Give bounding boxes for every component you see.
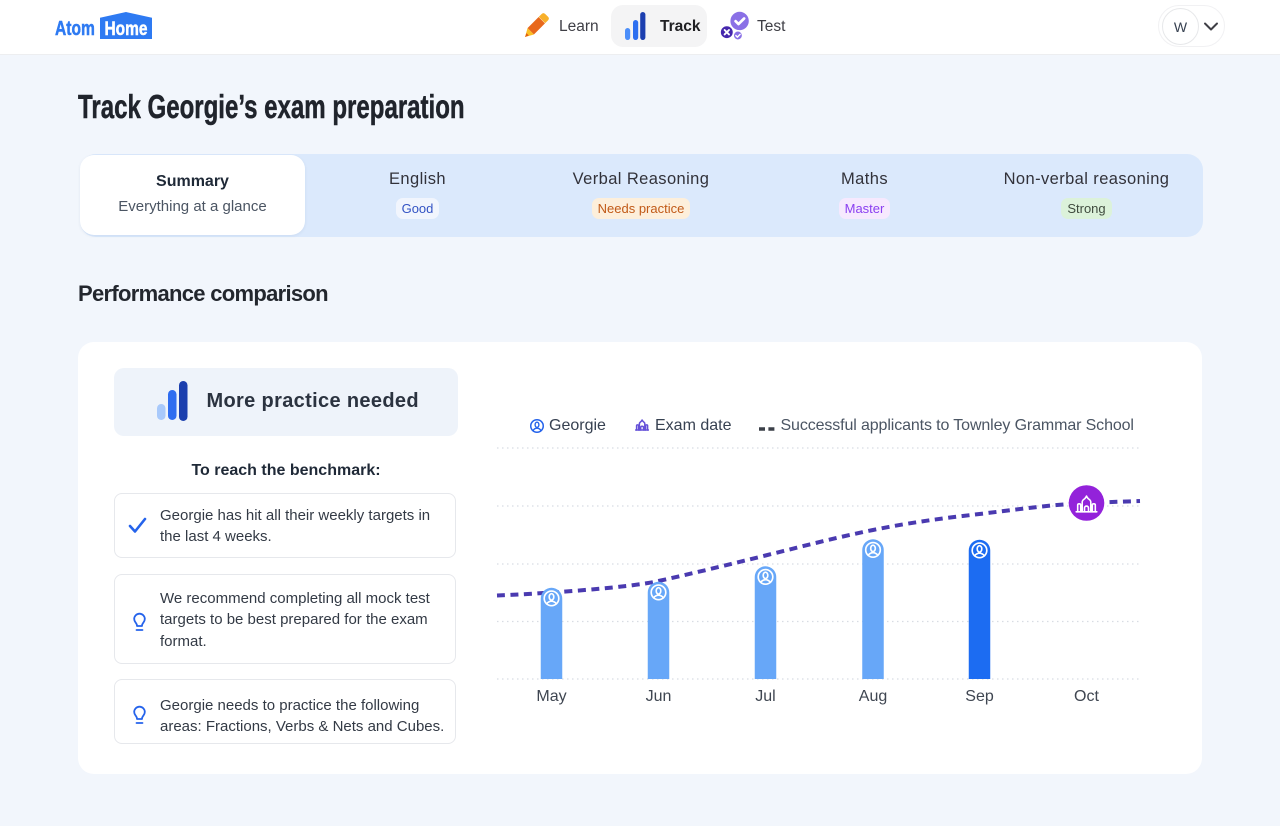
svg-text:Home: Home — [104, 19, 147, 39]
